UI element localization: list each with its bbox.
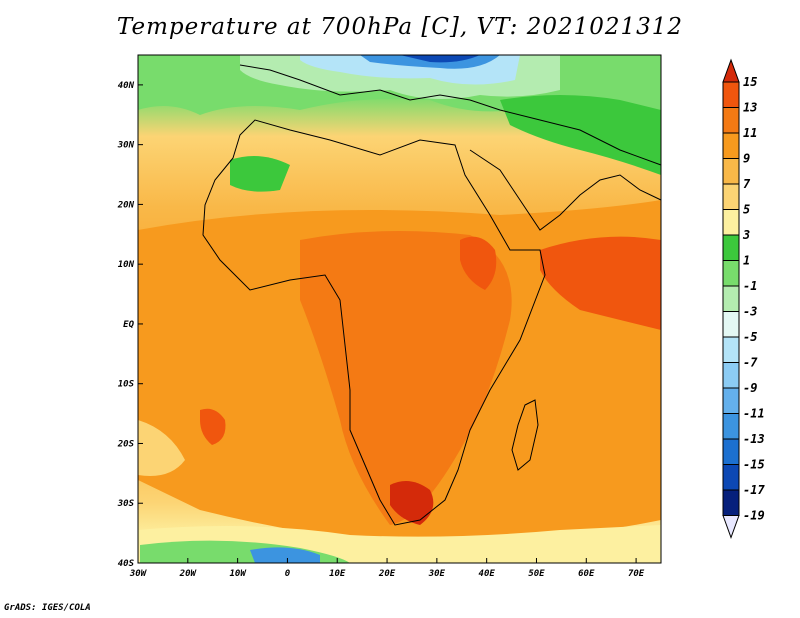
colorbar-box (722, 336, 740, 363)
colorbar-box (722, 464, 740, 491)
arabian-peninsula-outline (469, 149, 662, 231)
lon-tick-label: 30W (129, 569, 148, 579)
lat-tick-label: 20S (117, 439, 135, 449)
temperature-map: 30W 20W 10W 0 10E 20E 30E 40E 50E 60E 70E 40N 30N 20… (117, 54, 765, 579)
lat-tick-label: 40N (118, 81, 135, 91)
lat-tick-label: 20N (117, 200, 135, 210)
colorbar-box (722, 183, 740, 210)
colorbar-label: 3 (742, 228, 750, 242)
colorbar-box (722, 311, 740, 338)
lat-tick-label: 40S (118, 559, 135, 569)
colorbar-box (722, 260, 740, 287)
colorbar-box (722, 158, 740, 185)
plot-frame (137, 54, 662, 564)
lon-tick-label: 20W (179, 569, 198, 579)
colorbar-label: -11 (743, 407, 765, 421)
lon-tick-label: 50E (528, 569, 545, 579)
colorbar-box (722, 413, 740, 440)
colorbar-box (722, 438, 740, 465)
lon-tick-label: 20E (378, 569, 396, 579)
colorbar-label: 11 (743, 126, 757, 140)
colorbar-label: 9 (743, 152, 750, 166)
colorbar-box (722, 81, 740, 108)
colorbar-top-arrow (722, 58, 740, 83)
grads-footer: GrADS: IGES/COLA (4, 603, 91, 613)
colorbar-label: 7 (743, 177, 751, 191)
colorbar-label: 1 (743, 254, 750, 268)
colorbar-box (722, 285, 740, 312)
colorbar-bottom-arrow (722, 515, 740, 539)
colorbar-label: 15 (743, 75, 757, 89)
lon-tick-label: 40E (479, 569, 496, 579)
colorbar: 15 13 11 9 7 5 3 1 -1 -3 -5 -7 -9 -11 -13 -15 -17 -19 (722, 58, 765, 539)
colorbar-box (722, 234, 740, 261)
colorbar-label: -13 (743, 432, 765, 446)
longitude-axis: 30W 20W 10W 0 10E 20E 30E 40E 50E 60E 70E (129, 558, 645, 579)
temperature-field (138, 55, 661, 563)
colorbar-box (722, 489, 740, 516)
map-title: Temperature at 700hPa [C], VT: 202102131… (116, 14, 684, 40)
colorbar-box (722, 209, 740, 236)
colorbar-label: 5 (743, 203, 750, 217)
africa-coastline (202, 119, 546, 526)
colorbar-box (722, 107, 740, 134)
lon-tick-label: 10W (229, 569, 247, 579)
lon-tick-label: 10E (329, 569, 346, 579)
colorbar-label: -3 (743, 305, 757, 319)
colorbar-box (722, 132, 740, 159)
lat-tick-label: 10N (118, 260, 135, 270)
colorbar-label: -9 (743, 381, 757, 395)
madagascar-outline (511, 399, 539, 471)
lon-tick-label: 60E (578, 569, 595, 579)
colorbar-label: -15 (743, 458, 765, 472)
lon-tick-label: 30E (428, 569, 446, 579)
lat-tick-label: 30S (117, 499, 135, 509)
colorbar-box (722, 362, 740, 389)
lon-tick-label: 0 (285, 569, 291, 579)
lon-tick-label: 70E (628, 569, 645, 579)
colorbar-label: 13 (743, 101, 757, 115)
colorbar-box (722, 387, 740, 414)
lat-tick-label: 10S (118, 380, 135, 390)
colorbar-label: -19 (743, 509, 765, 523)
colorbar-label: -17 (743, 483, 765, 497)
colorbar-label: -7 (743, 356, 758, 370)
colorbar-label: -1 (743, 279, 757, 293)
lat-tick-label: 30N (117, 141, 135, 151)
latitude-axis: 40N 30N 20N 10N EQ 10S 20S 30S 40S (117, 81, 143, 569)
europe-coastline (239, 64, 662, 166)
lat-tick-label: EQ (123, 320, 134, 330)
colorbar-label: -5 (743, 330, 757, 344)
